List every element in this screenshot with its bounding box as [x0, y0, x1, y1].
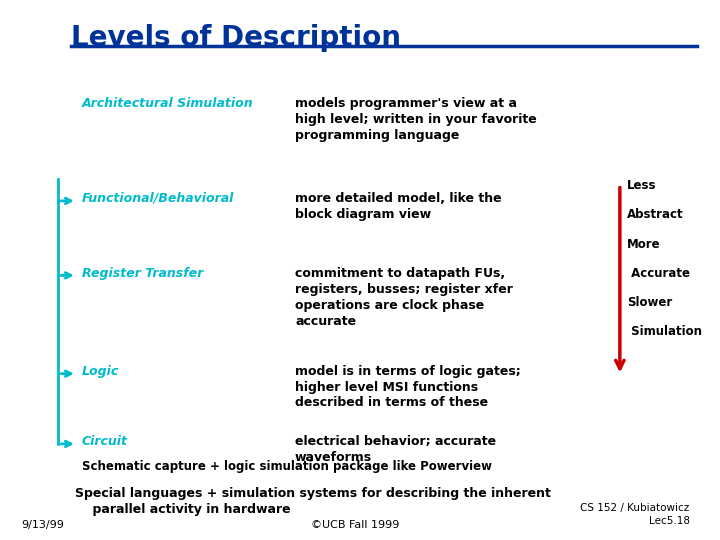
Text: Slower: Slower — [627, 296, 672, 309]
Text: Architectural Simulation: Architectural Simulation — [82, 97, 253, 110]
Text: Logic: Logic — [82, 364, 119, 377]
Text: Schematic capture + logic simulation package like Powerview: Schematic capture + logic simulation pac… — [82, 460, 492, 473]
Text: Levels of Description: Levels of Description — [71, 24, 401, 52]
Text: electrical behavior; accurate
waveforms: electrical behavior; accurate waveforms — [295, 435, 496, 464]
Text: CS 152 / Kubiatowicz
Lec5.18: CS 152 / Kubiatowicz Lec5.18 — [580, 503, 690, 526]
Text: Functional/Behavioral: Functional/Behavioral — [82, 192, 234, 205]
Text: Simulation: Simulation — [627, 325, 702, 338]
Text: Accurate: Accurate — [627, 267, 690, 280]
Text: commitment to datapath FUs,
registers, busses; register xfer
operations are cloc: commitment to datapath FUs, registers, b… — [295, 267, 513, 328]
Text: Circuit: Circuit — [82, 435, 127, 448]
Text: Less: Less — [627, 179, 657, 192]
Text: Register Transfer: Register Transfer — [82, 267, 203, 280]
Text: Abstract: Abstract — [627, 208, 683, 221]
Text: model is in terms of logic gates;
higher level MSI functions
described in terms : model is in terms of logic gates; higher… — [295, 364, 521, 409]
Text: 9/13/99: 9/13/99 — [22, 520, 64, 530]
Text: models programmer's view at a
high level; written in your favorite
programming l: models programmer's view at a high level… — [295, 97, 536, 142]
Text: ©UCB Fall 1999: ©UCB Fall 1999 — [311, 520, 400, 530]
Text: More: More — [627, 238, 660, 251]
Text: more detailed model, like the
block diagram view: more detailed model, like the block diag… — [295, 192, 502, 221]
Text: Special languages + simulation systems for describing the inherent
    parallel : Special languages + simulation systems f… — [75, 487, 551, 516]
